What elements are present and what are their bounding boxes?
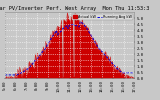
Legend: Actual kW, Running Avg kW: Actual kW, Running Avg kW — [72, 14, 133, 20]
Title: Solar PV/Inverter Perf. West Array  Mon Thu 11:53:3: Solar PV/Inverter Perf. West Array Mon T… — [0, 6, 149, 11]
